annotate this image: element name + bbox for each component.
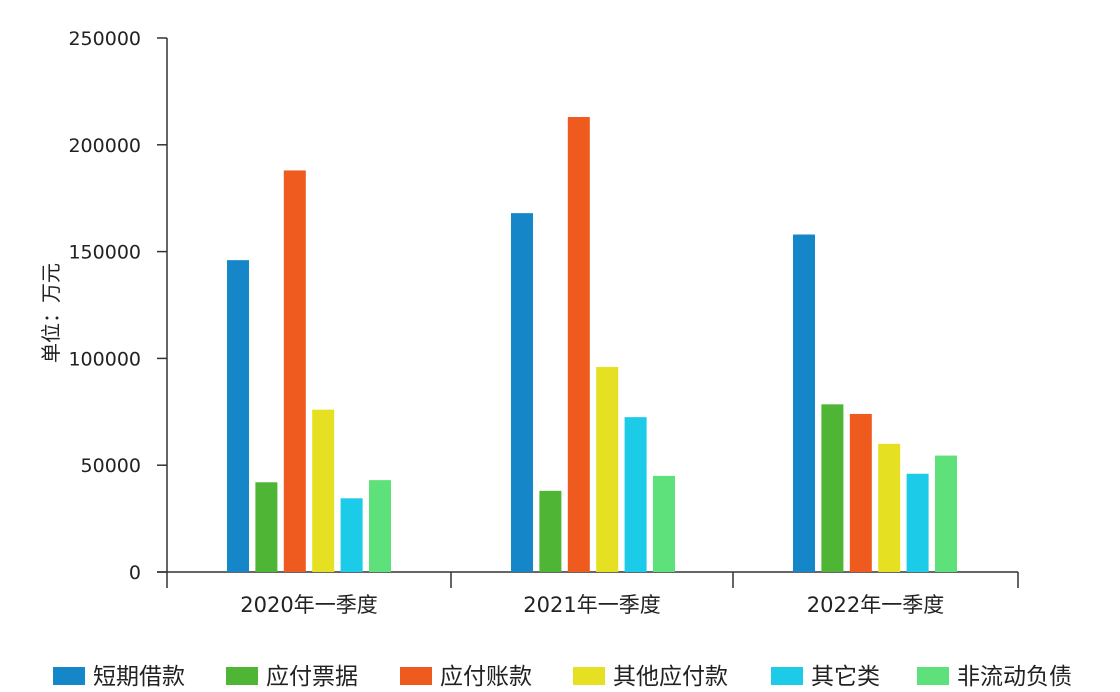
bar <box>369 480 391 572</box>
x-tick-label: 2020年一季度 <box>240 593 377 617</box>
legend: 短期借款 应付票据 应付账款 其他应付款 其它类 非流动负债 <box>53 664 1072 690</box>
bar <box>793 234 815 572</box>
bar <box>906 473 929 572</box>
bar <box>312 409 335 572</box>
labels: 0 50000 100000 150000 200000 250000 2020年一季度 20… <box>68 28 944 617</box>
y-tick-label: 100000 <box>68 348 141 370</box>
bar <box>511 213 533 573</box>
bar <box>596 366 619 572</box>
legend-label: 应付票据 <box>266 664 358 690</box>
legend-swatch <box>771 667 803 685</box>
legend-label: 应付账款 <box>440 664 532 690</box>
legend-label: 其它类 <box>811 664 880 690</box>
legend-swatch <box>573 667 605 685</box>
bars <box>227 117 957 573</box>
bar <box>340 498 363 572</box>
bar <box>255 482 278 572</box>
bar <box>821 404 844 572</box>
bar <box>539 490 562 572</box>
bar <box>227 260 249 572</box>
bar <box>849 413 872 572</box>
legend-label: 其他应付款 <box>613 664 728 690</box>
legend-swatch <box>226 667 258 685</box>
legend-swatch <box>53 667 85 685</box>
y-tick-label: 50000 <box>81 455 141 477</box>
legend-swatch <box>400 667 432 685</box>
x-tick-label: 2021年一季度 <box>523 593 660 617</box>
x-tick-label: 2022年一季度 <box>807 593 944 617</box>
bar <box>283 170 306 572</box>
legend-swatch <box>917 667 949 685</box>
y-tick-label: 150000 <box>68 242 141 264</box>
y-tick-label: 200000 <box>68 135 141 157</box>
y-tick-label: 250000 <box>68 28 141 50</box>
bar <box>878 443 901 572</box>
bar <box>624 417 647 572</box>
legend-label: 非流动负债 <box>957 664 1072 690</box>
bar <box>653 475 675 572</box>
bar <box>567 117 590 573</box>
y-tick-label: 0 <box>129 562 141 584</box>
legend-label: 短期借款 <box>93 664 185 690</box>
bar <box>935 455 957 572</box>
y-axis-label: 单位：万元 <box>39 263 63 363</box>
